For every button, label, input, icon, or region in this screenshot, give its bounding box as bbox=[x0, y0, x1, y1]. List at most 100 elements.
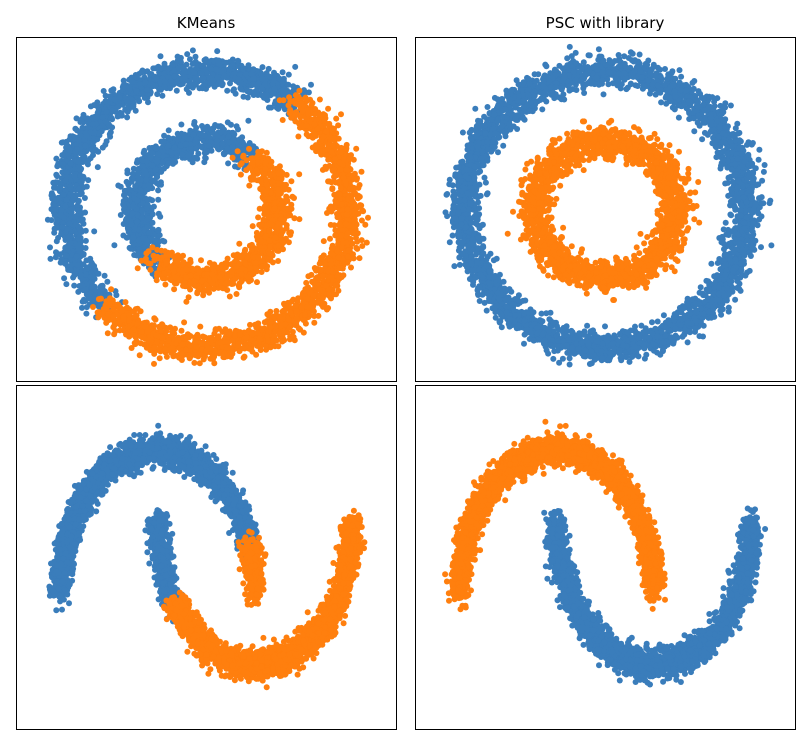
scatter-point-cluster-0 bbox=[250, 66, 257, 73]
scatter-point-cluster-1 bbox=[304, 107, 311, 113]
scatter-point-cluster-0 bbox=[152, 166, 159, 173]
scatter-point-cluster-1 bbox=[198, 341, 205, 348]
scatter-point-cluster-1 bbox=[111, 320, 118, 326]
scatter-point-cluster-1 bbox=[328, 260, 335, 267]
scatter-point-cluster-0 bbox=[271, 85, 278, 92]
scatter-point-cluster-1 bbox=[293, 307, 300, 314]
scatter-point-cluster-1 bbox=[221, 350, 228, 357]
scatter-point-cluster-1 bbox=[142, 323, 149, 330]
scatter-point-cluster-0 bbox=[139, 207, 145, 214]
scatter-point-cluster-1 bbox=[326, 120, 333, 127]
scatter-point-cluster-1 bbox=[98, 295, 104, 302]
scatter-point-cluster-1 bbox=[344, 206, 351, 213]
scatter-point-cluster-1 bbox=[320, 133, 327, 140]
scatter-point-cluster-0 bbox=[124, 114, 131, 121]
scatter-point-cluster-0 bbox=[142, 79, 149, 86]
scatter-point-cluster-0 bbox=[158, 181, 164, 188]
scatter-point-cluster-1 bbox=[300, 317, 307, 323]
scatter-point-cluster-0 bbox=[71, 213, 78, 220]
scatter-point-cluster-0 bbox=[91, 102, 97, 109]
scatter-point-cluster-1 bbox=[136, 352, 143, 359]
scatter-point-cluster-0 bbox=[103, 109, 110, 115]
scatter-point-cluster-0 bbox=[229, 62, 236, 69]
scatter-point-cluster-0 bbox=[210, 125, 217, 132]
scatter-point-cluster-0 bbox=[159, 92, 166, 99]
scatter-point-cluster-0 bbox=[214, 137, 221, 144]
scatter-point-cluster-0 bbox=[144, 240, 151, 247]
scatter-point-cluster-1 bbox=[272, 323, 279, 330]
scatter-point-cluster-1 bbox=[329, 185, 336, 192]
scatter-point-cluster-0 bbox=[82, 142, 89, 149]
scatter-point-cluster-1 bbox=[276, 97, 283, 104]
points-layer bbox=[44, 47, 371, 367]
scatter-point-cluster-1 bbox=[205, 345, 212, 352]
scatter-point-cluster-1 bbox=[90, 304, 96, 310]
scatter-point-cluster-0 bbox=[193, 124, 200, 131]
scatter-point-cluster-0 bbox=[129, 170, 136, 177]
scatter-point-cluster-0 bbox=[54, 173, 61, 180]
scatter-point-cluster-0 bbox=[67, 240, 74, 247]
scatter-point-cluster-0 bbox=[155, 210, 162, 217]
scatter-point-cluster-1 bbox=[356, 255, 363, 262]
scatter-point-cluster-1 bbox=[241, 353, 248, 360]
scatter-point-cluster-1 bbox=[249, 331, 256, 337]
scatter-point-cluster-1 bbox=[321, 117, 328, 124]
scatter-point-cluster-0 bbox=[231, 131, 238, 138]
scatter-point-cluster-1 bbox=[276, 330, 283, 337]
scatter-point-cluster-0 bbox=[51, 184, 57, 191]
scatter-point-cluster-0 bbox=[63, 252, 70, 259]
scatter-point-cluster-0 bbox=[161, 78, 168, 85]
scatter-point-cluster-0 bbox=[181, 133, 188, 140]
scatter-point-cluster-0 bbox=[135, 250, 142, 257]
scatter-point-cluster-1 bbox=[169, 328, 176, 335]
scatter-point-cluster-1 bbox=[226, 331, 233, 338]
scatter-point-cluster-0 bbox=[261, 81, 268, 88]
scatter-point-cluster-0 bbox=[132, 183, 139, 190]
scatter-point-cluster-0 bbox=[167, 85, 173, 92]
scatter-point-cluster-0 bbox=[75, 158, 82, 165]
scatter-point-cluster-0 bbox=[82, 286, 89, 293]
scatter-point-cluster-0 bbox=[54, 217, 61, 224]
scatter-point-cluster-1 bbox=[212, 327, 219, 334]
scatter-point-cluster-0 bbox=[235, 62, 241, 69]
scatter-point-cluster-0 bbox=[199, 62, 206, 69]
scatter-point-cluster-1 bbox=[288, 178, 295, 185]
scatter-point-cluster-1 bbox=[130, 326, 137, 333]
scatter-point-cluster-1 bbox=[357, 202, 364, 209]
scatter-point-cluster-1 bbox=[331, 125, 337, 132]
scatter-point-cluster-0 bbox=[200, 75, 207, 81]
scatter-point-cluster-1 bbox=[345, 247, 352, 254]
scatter-point-cluster-1 bbox=[246, 182, 253, 189]
scatter-point-cluster-1 bbox=[355, 184, 362, 191]
scatter-point-cluster-1 bbox=[297, 326, 304, 333]
scatter-point-cluster-0 bbox=[189, 60, 196, 67]
scatter-point-cluster-0 bbox=[214, 74, 221, 81]
scatter-point-cluster-0 bbox=[66, 220, 73, 227]
scatter-point-cluster-0 bbox=[258, 92, 265, 99]
scatter-point-cluster-1 bbox=[303, 122, 310, 129]
scatter-point-cluster-0 bbox=[181, 68, 188, 75]
scatter-point-cluster-0 bbox=[201, 159, 208, 166]
scatter-point-cluster-0 bbox=[213, 143, 220, 150]
scatter-point-cluster-1 bbox=[110, 313, 117, 320]
scatter-point-cluster-1 bbox=[240, 345, 247, 352]
scatter-point-cluster-1 bbox=[332, 171, 339, 178]
scatter-point-cluster-0 bbox=[138, 69, 145, 76]
scatter-point-cluster-1 bbox=[233, 291, 240, 297]
scatter-point-cluster-0 bbox=[126, 85, 133, 92]
scatter-point-cluster-1 bbox=[336, 265, 343, 272]
scatter-point-cluster-1 bbox=[254, 329, 261, 336]
scatter-point-cluster-1 bbox=[257, 347, 264, 353]
scatter-point-cluster-0 bbox=[75, 197, 82, 204]
scatter-point-cluster-1 bbox=[304, 303, 311, 310]
scatter-point-cluster-1 bbox=[353, 176, 360, 183]
scatter-point-cluster-1 bbox=[224, 287, 231, 293]
scatter-point-cluster-0 bbox=[166, 65, 173, 72]
scatter-point-cluster-1 bbox=[292, 111, 299, 118]
scatter-point-cluster-1 bbox=[352, 219, 359, 226]
scatter-point-cluster-0 bbox=[136, 81, 143, 88]
scatter-point-cluster-1 bbox=[333, 115, 340, 122]
scatter-point-cluster-1 bbox=[348, 198, 355, 205]
scatter-point-cluster-1 bbox=[280, 239, 287, 246]
scatter-point-cluster-1 bbox=[358, 168, 365, 175]
